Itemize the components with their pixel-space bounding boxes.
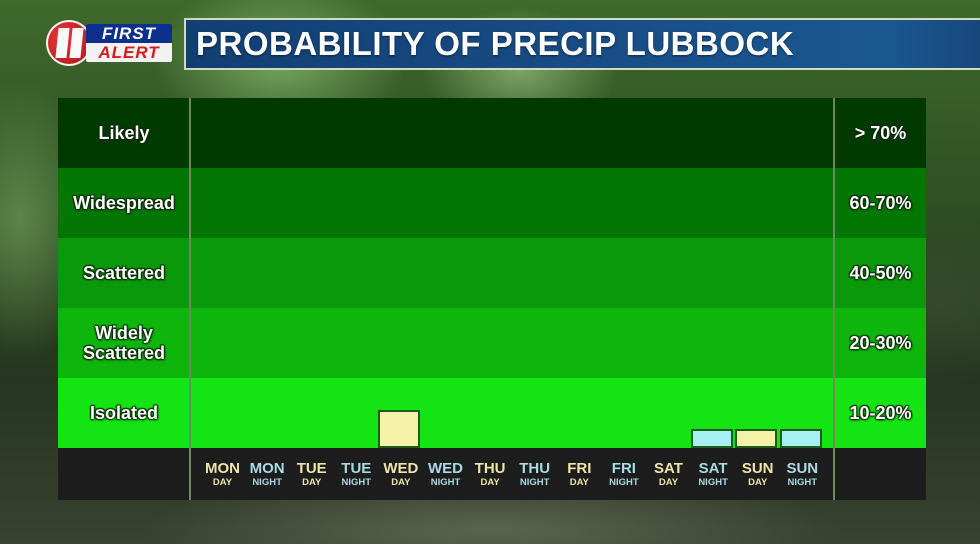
band-range: 10-20%: [849, 403, 912, 423]
precip-bar: [378, 410, 421, 448]
x-axis-label: MON DAY: [200, 448, 245, 500]
x-axis-label: SUN DAY: [735, 448, 780, 500]
logo-alert-text: ALERT: [98, 43, 160, 62]
day-name: WED: [428, 459, 463, 477]
x-axis-label: FRI NIGHT: [601, 448, 646, 500]
day-name: SUN: [741, 459, 774, 477]
band-label: Widespread: [73, 193, 175, 213]
band-range: 60-70%: [849, 193, 912, 213]
logo-first-text: FIRST: [101, 24, 157, 43]
day-period: DAY: [212, 476, 233, 488]
band-label: Widely Scattered: [82, 323, 166, 363]
left-divider: [189, 98, 191, 500]
day-period: NIGHT: [252, 476, 282, 488]
logo-wordmark: FIRST ALERT: [86, 24, 172, 62]
band-label: Isolated: [89, 403, 159, 423]
x-axis-label: WED DAY: [378, 448, 423, 500]
day-name: SUN: [786, 459, 819, 477]
day-period: DAY: [480, 476, 500, 488]
band-range: > 70%: [854, 123, 907, 143]
band-row-widely-scattered: Widely Scattered 20-30%: [58, 308, 926, 378]
precip-bar: [735, 429, 778, 448]
x-axis-label: SAT NIGHT: [691, 448, 736, 500]
day-period: NIGHT: [787, 476, 818, 488]
day-period: DAY: [391, 476, 411, 488]
day-period: DAY: [658, 476, 679, 488]
day-name: SAT: [698, 459, 728, 477]
day-name: SAT: [654, 459, 683, 477]
number-11-icon: [54, 28, 84, 60]
band-label: Scattered: [82, 263, 166, 283]
x-axis-band: [58, 448, 926, 500]
band-row-widespread: Widespread 60-70%: [58, 168, 926, 238]
x-axis-label: TUE DAY: [289, 448, 334, 500]
band-label: Likely: [98, 123, 150, 143]
x-axis-label: SUN NIGHT: [780, 448, 825, 500]
channel-11-badge: [46, 20, 92, 66]
x-axis-label: TUE NIGHT: [334, 448, 379, 500]
day-period: NIGHT: [430, 476, 461, 488]
day-name: MON: [205, 459, 240, 477]
day-name: FRI: [611, 459, 636, 477]
precip-bar: [779, 429, 822, 448]
day-name: FRI: [567, 459, 592, 477]
x-axis-label: FRI DAY: [557, 448, 602, 500]
day-name: MON: [249, 459, 285, 477]
band-row-scattered: Scattered 40-50%: [58, 238, 926, 308]
day-period: NIGHT: [698, 476, 728, 488]
right-divider: [833, 98, 835, 500]
day-name: TUE: [341, 459, 372, 477]
precip-bar: [690, 429, 733, 448]
first-alert-logo: FIRST ALERT: [46, 20, 172, 68]
day-period: DAY: [569, 476, 589, 488]
day-period: DAY: [748, 476, 768, 488]
day-period: NIGHT: [519, 476, 550, 488]
day-name: THU: [474, 459, 506, 477]
day-period: NIGHT: [341, 476, 372, 488]
day-period: NIGHT: [609, 476, 639, 488]
band-row-likely: Likely > 70%: [58, 98, 926, 168]
band-range: 40-50%: [849, 263, 912, 283]
x-axis-label: WED NIGHT: [423, 448, 468, 500]
x-axis-label: SAT DAY: [646, 448, 691, 500]
page-title: PROBABILITY OF PRECIP LUBBOCK: [196, 25, 795, 62]
x-axis-label: THU NIGHT: [512, 448, 557, 500]
day-name: TUE: [296, 459, 327, 477]
day-name: THU: [519, 459, 551, 477]
precip-probability-chart: Likely > 70% Widespread 60-70% Scattered…: [58, 98, 926, 500]
x-axis-label: MON NIGHT: [245, 448, 290, 500]
day-name: WED: [383, 459, 419, 477]
day-period: DAY: [302, 476, 322, 488]
band-range: 20-30%: [849, 333, 912, 353]
title-banner: PROBABILITY OF PRECIP LUBBOCK: [184, 18, 980, 70]
x-axis-label: THU DAY: [468, 448, 513, 500]
